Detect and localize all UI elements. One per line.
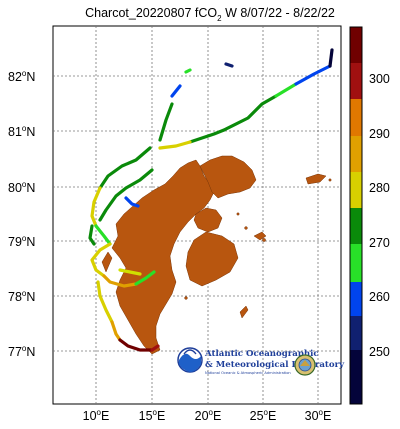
colorbar-label-270: 270: [369, 236, 390, 250]
logo-line1: Atlantic Oceanographic: [204, 349, 319, 359]
track-segment: [88, 224, 96, 246]
svalbard-land: [101, 155, 332, 355]
colorbar: 300 290 280 270 260 250: [349, 26, 390, 405]
track-segment: [170, 84, 182, 98]
track-segment: [158, 102, 174, 142]
lon-label-15: 15oE: [139, 408, 166, 423]
colorbar-band: [350, 316, 362, 350]
lon-label-25: 25oE: [250, 408, 277, 423]
longitude-labels: 10oE 15oE 20oE 25oE 30oE: [83, 408, 332, 423]
track-segment: [274, 82, 298, 98]
track-segment: [90, 242, 112, 278]
colorbar-band: [350, 350, 362, 404]
lon-label-20: 20oE: [195, 408, 222, 423]
track-segment: [294, 64, 332, 86]
track-segment: [134, 270, 156, 286]
lat-label-82: 82oN: [8, 69, 35, 84]
colorbar-band: [350, 172, 362, 208]
aoml-logo: Atlantic Oceanographic & Meteorological …: [177, 347, 345, 376]
track-segment: [184, 68, 192, 74]
map-title: Charcot_20220807 fCO2 W 8/07/22 - 8/22/2…: [85, 6, 335, 23]
colorbar-label-280: 280: [369, 181, 390, 195]
lat-label-81: 81oN: [8, 124, 35, 139]
colorbar-label-260: 260: [369, 290, 390, 304]
colorbar-band: [350, 282, 362, 316]
colorbar-band: [350, 208, 362, 244]
colorbar-frame: [349, 26, 363, 405]
track-segment: [150, 344, 160, 352]
track-segment: [158, 140, 192, 150]
colorbar-band: [350, 136, 362, 172]
track-segment: [90, 186, 102, 228]
track-segment: [188, 128, 226, 144]
colorbar-label-250: 250: [369, 345, 390, 359]
colorbar-band: [350, 244, 362, 282]
lat-label-79: 79oN: [8, 234, 35, 249]
track-segment: [98, 168, 154, 222]
ship-track: [88, 48, 334, 352]
lon-label-10: 10oE: [83, 408, 110, 423]
track-segment: [118, 268, 142, 276]
track-segment: [328, 48, 334, 68]
track-segment: [118, 338, 154, 352]
track-segment: [224, 62, 234, 68]
track-segment: [124, 196, 140, 208]
lat-label-80: 80oN: [8, 180, 35, 195]
track-segment: [222, 94, 278, 132]
track-segment: [98, 146, 152, 190]
colorbar-label-290: 290: [369, 127, 390, 141]
track-segment: [110, 320, 122, 342]
lon-label-30: 30oE: [305, 408, 332, 423]
track-segment: [102, 274, 138, 288]
colorbar-band: [350, 63, 362, 99]
latitude-labels: 82oN 81oN 80oN 79oN 78oN 77oN: [8, 69, 35, 359]
colorbar-band: [350, 99, 362, 136]
track-segment: [96, 280, 114, 324]
noaa-wave-icon: [179, 353, 201, 372]
colorbar-band: [350, 27, 362, 63]
logo-line3: National Oceanic & Atmospheric Administr…: [205, 371, 291, 375]
lat-label-77: 77oN: [8, 344, 35, 359]
colorbar-label-300: 300: [369, 72, 390, 86]
track-segment: [94, 224, 112, 246]
logo-line2: & Meteorological Laboratory: [205, 360, 345, 370]
lat-label-78: 78oN: [8, 289, 35, 304]
